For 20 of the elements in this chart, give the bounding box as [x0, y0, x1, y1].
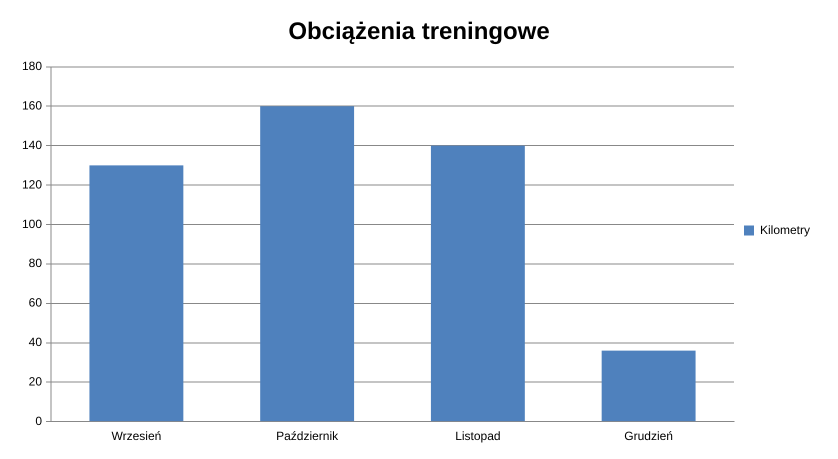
legend-label: Kilometry — [760, 222, 810, 237]
y-tick-label: 100 — [22, 216, 42, 231]
chart-title: Obciążenia treningowe — [288, 18, 550, 46]
y-tick-label: 60 — [28, 296, 42, 310]
y-tick-label: 80 — [28, 256, 42, 270]
y-tick-label: 0 — [35, 414, 42, 428]
x-tick-label: Wrzesień — [111, 429, 162, 444]
x-tick-label: Październik — [276, 429, 340, 444]
y-tick-label: 20 — [28, 374, 42, 388]
y-tick-label: 40 — [28, 335, 42, 350]
bar — [602, 350, 696, 422]
bar — [260, 106, 354, 422]
y-tick-label: 120 — [22, 177, 42, 192]
y-tick-label: 180 — [22, 59, 42, 74]
x-tick-label: Grudzień — [624, 429, 673, 444]
y-tick-label: 160 — [22, 98, 42, 113]
x-tick-label: Listopad — [455, 429, 501, 444]
bar — [89, 165, 184, 422]
y-tick-label: 140 — [22, 138, 42, 152]
bar — [430, 146, 525, 422]
